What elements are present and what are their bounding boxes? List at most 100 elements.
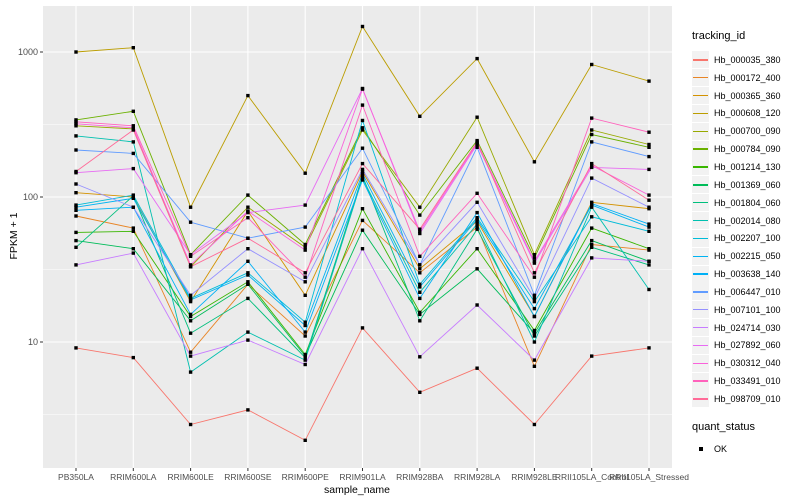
legend-item: Hb_002207_100: [692, 229, 800, 247]
data-point: [532, 293, 537, 297]
data-point: [303, 225, 307, 229]
data-point: [418, 114, 422, 118]
legend-item: Hb_000365_360: [692, 87, 800, 105]
legend-item-label: Hb_098709_010: [714, 393, 781, 404]
data-point: [360, 146, 365, 150]
data-point: [246, 209, 250, 213]
legend-key: [692, 158, 709, 176]
data-point: [188, 254, 193, 258]
data-point: [246, 282, 250, 286]
data-point: [131, 109, 135, 113]
legend-item: Hb_007101_100: [692, 301, 800, 319]
data-point: [418, 282, 422, 286]
legend-item: Hb_001804_060: [692, 194, 800, 212]
data-point: [475, 219, 479, 223]
data-point: [532, 253, 537, 257]
legend-item-label: Hb_027892_060: [714, 340, 781, 351]
legend-item-label: Hb_007101_100: [714, 304, 781, 315]
data-point: [647, 263, 651, 267]
data-point: [131, 151, 135, 156]
data-point: [246, 296, 250, 301]
x-tick-label: RRII105LA_Control: [554, 472, 629, 482]
data-point: [532, 275, 537, 279]
legend-key: [692, 440, 709, 457]
data-point: [246, 271, 250, 275]
legend-item: Hb_000700_090: [692, 122, 800, 140]
data-point: [590, 165, 594, 170]
data-point: [475, 56, 479, 61]
data-point: [590, 140, 594, 144]
legend-key: [692, 247, 709, 265]
data-point: [475, 227, 479, 231]
legend-key: [692, 140, 709, 158]
data-point: [360, 126, 365, 130]
data-point: [246, 247, 250, 251]
x-tick-label: PB350LA: [58, 472, 94, 482]
legend-item-label: OK: [714, 443, 728, 454]
data-point: [647, 287, 651, 292]
legend-key: [692, 69, 709, 87]
legend-item: Hb_003638_140: [692, 265, 800, 283]
legend-item: Hb_002215_050: [692, 247, 800, 265]
data-point: [590, 163, 594, 168]
legend-key-line: [693, 77, 708, 79]
legend-item: Hb_027892_060: [692, 336, 800, 355]
x-tick-label: RRII105LA_Stressed: [609, 472, 689, 482]
legend-key-line: [693, 380, 708, 382]
data-point: [303, 334, 307, 338]
data-point: [131, 128, 135, 132]
data-point: [532, 299, 537, 304]
legend-item: Hb_000608_120: [692, 104, 800, 123]
data-point: [303, 323, 307, 328]
data-point: [188, 350, 193, 354]
data-point: [131, 124, 135, 128]
data-point: [590, 238, 594, 243]
legend-item-label: Hb_000035_380: [714, 54, 781, 65]
data-point: [74, 122, 78, 126]
data-point: [303, 438, 307, 442]
data-point: [590, 132, 594, 137]
data-point: [475, 267, 479, 271]
legend-key-line: [693, 112, 708, 115]
data-point: [188, 319, 193, 323]
data-point: [360, 218, 365, 223]
data-point: [131, 205, 135, 209]
data-point: [418, 267, 422, 271]
data-point: [475, 145, 479, 149]
data-point: [418, 390, 422, 394]
legend-shape-items: OK: [692, 440, 800, 458]
data-point: [475, 225, 479, 229]
data-point: [475, 222, 479, 226]
legend-item-label: Hb_033491_010: [714, 376, 781, 387]
legend-key-line: [693, 309, 708, 311]
y-tick-label: 1000: [17, 46, 38, 57]
legend-key: [692, 301, 709, 319]
legend-key: [692, 319, 709, 337]
data-point: [303, 330, 307, 334]
data-point: [360, 247, 365, 251]
data-point: [131, 140, 135, 144]
legend-key-line: [693, 273, 708, 275]
data-point: [532, 358, 537, 362]
legend: tracking_id Hb_000035_380 Hb_000172_400 Hb…: [692, 0, 800, 458]
data-point: [418, 312, 422, 317]
legend-key-line: [693, 237, 708, 240]
data-point: [303, 242, 307, 247]
legend-key: [692, 176, 709, 194]
data-point: [418, 263, 422, 267]
legend-key: [692, 390, 709, 408]
legend-color-items: Hb_000035_380 Hb_000172_400 Hb_000365_360 H…: [692, 51, 800, 408]
data-point: [360, 178, 365, 182]
data-point: [590, 242, 594, 247]
x-tick-label: RRIM928BA: [396, 472, 444, 482]
legend-key: [692, 104, 709, 122]
data-point: [647, 205, 651, 209]
data-point: [475, 303, 479, 307]
data-point: [590, 205, 594, 209]
x-tick-label: RRIM928LA: [453, 472, 501, 482]
legend-key: [692, 229, 709, 247]
legend-item-label: Hb_000784_090: [714, 144, 781, 155]
data-point: [246, 330, 250, 334]
data-point: [475, 217, 479, 222]
data-point: [418, 227, 422, 231]
